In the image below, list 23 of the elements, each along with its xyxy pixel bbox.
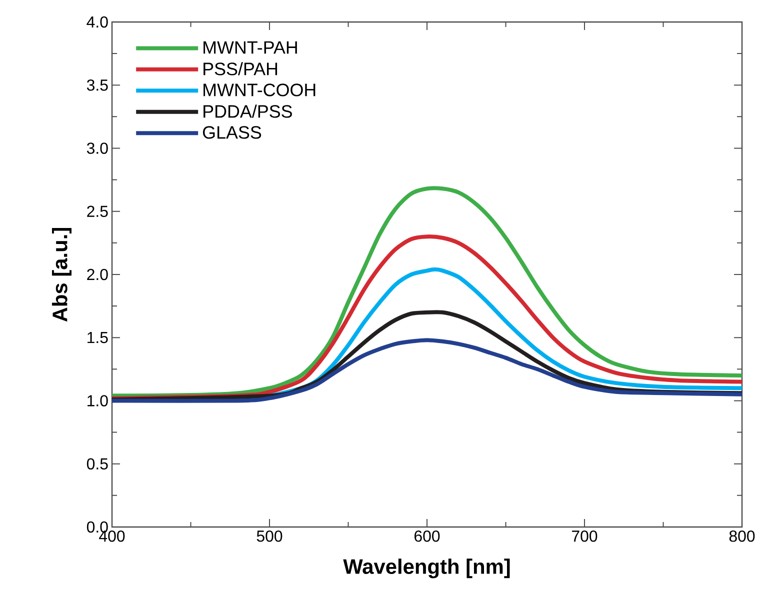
x-tick-label: 400 (99, 530, 125, 542)
legend-label: MWNT-PAH (204, 41, 297, 54)
y-tick-label: 4.0 (86, 16, 108, 28)
legend-label: GLASS (202, 126, 262, 139)
y-tick-label: 2.5 (87, 206, 108, 218)
x-tick-label: 800 (729, 530, 755, 542)
x-tick-label: 600 (414, 530, 440, 542)
y-tick-label: 3.5 (86, 79, 108, 91)
y-tick-label: 0.0 (86, 521, 108, 533)
legend-label: PDDA/PSS (204, 104, 292, 118)
y-tick-label: 2.0 (87, 268, 108, 280)
y-axis-title: Abs [a.u.] (52, 228, 72, 322)
y-tick-label: 1.5 (88, 332, 108, 344)
line-series (112, 338, 742, 403)
x-tick-label: 700 (572, 530, 598, 542)
x-axis-title: Wavelength [nm] (343, 558, 510, 578)
legend-label: PSS/PAH (204, 62, 278, 76)
line-series (112, 186, 742, 398)
x-tick-label: 500 (256, 530, 282, 542)
y-tick-label: 0.5 (86, 458, 108, 470)
y-tick-label: 1.0 (88, 395, 108, 406)
y-tick-label: 3.0 (86, 142, 108, 154)
legend-label: MWNT-COOH (204, 84, 316, 96)
